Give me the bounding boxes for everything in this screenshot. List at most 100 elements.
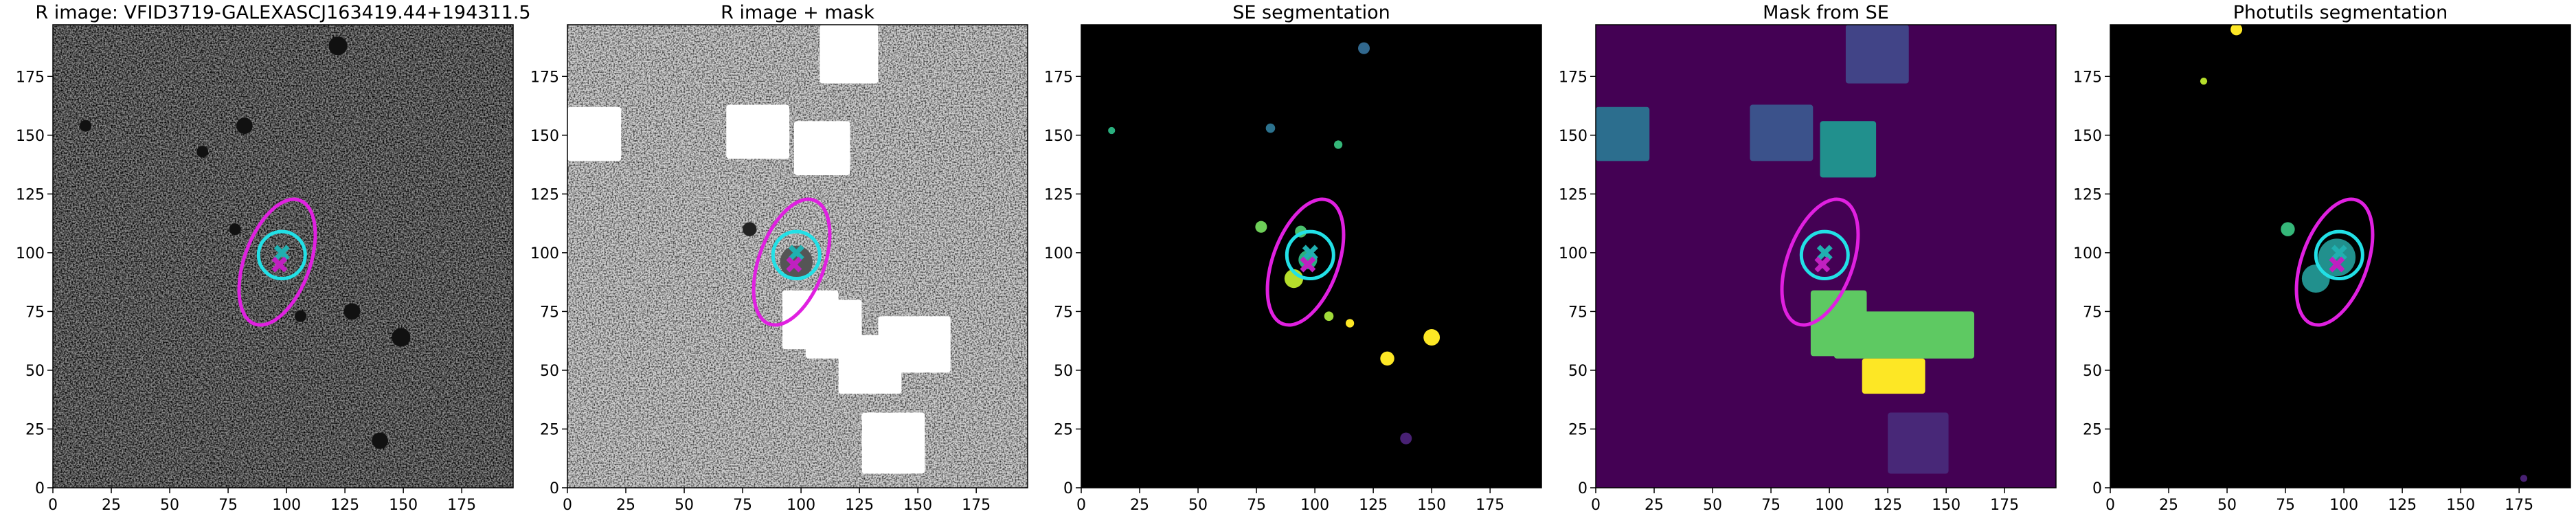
x-tick-label: 125 bbox=[2388, 497, 2417, 514]
center-marker bbox=[788, 245, 804, 261]
aperture-circle bbox=[256, 229, 307, 281]
y-tick-label: 25 bbox=[1054, 421, 1073, 438]
center-marker bbox=[2329, 256, 2345, 273]
image-area bbox=[2110, 25, 2571, 488]
mask-region bbox=[861, 412, 925, 474]
x-tick-label: 175 bbox=[1476, 497, 1504, 514]
y-tick-label: 0 bbox=[1578, 480, 1588, 497]
x-tick-label: 100 bbox=[787, 497, 815, 514]
source-blob bbox=[196, 146, 209, 158]
y-tick-label: 150 bbox=[2073, 128, 2102, 145]
source-blob bbox=[2230, 25, 2243, 36]
x-tick-label: 75 bbox=[218, 497, 238, 514]
x-tick-label: 25 bbox=[102, 497, 121, 514]
aperture-ellipse bbox=[2294, 197, 2375, 327]
y-tick-label: 125 bbox=[1044, 186, 1073, 203]
x-tick-label: 125 bbox=[330, 497, 359, 514]
y-tick-label: 175 bbox=[16, 69, 45, 86]
y-tick-label: 175 bbox=[1559, 69, 1588, 86]
x-tick-label: 125 bbox=[845, 497, 874, 514]
source-blob bbox=[2281, 222, 2295, 236]
image-area bbox=[53, 25, 513, 488]
x-tick-label: 75 bbox=[1247, 497, 1266, 514]
aperture-circle bbox=[1285, 229, 1335, 281]
x-tick-label: 50 bbox=[160, 497, 179, 514]
x-tick-label: 0 bbox=[2105, 497, 2115, 514]
image-area bbox=[1081, 25, 1541, 488]
y-tick-label: 50 bbox=[1568, 363, 1588, 380]
mask-region bbox=[726, 104, 790, 159]
center-marker bbox=[273, 245, 290, 261]
y-tick-label: 50 bbox=[540, 363, 559, 380]
source-blob bbox=[1345, 319, 1355, 328]
y-tick-label: 125 bbox=[530, 186, 559, 203]
panel-title: SE segmentation bbox=[1232, 2, 1390, 23]
source-blob bbox=[80, 120, 92, 132]
center-marker bbox=[786, 256, 802, 273]
x-tick-label: 25 bbox=[1130, 497, 1149, 514]
source-blob bbox=[1400, 432, 1412, 444]
x-tick-label: 0 bbox=[1076, 497, 1086, 514]
x-tick-label: 150 bbox=[1417, 497, 1446, 514]
mask-region bbox=[1862, 358, 1925, 394]
x-tick-label: 150 bbox=[903, 497, 932, 514]
center-marker bbox=[271, 256, 288, 273]
y-tick-label: 100 bbox=[16, 245, 45, 262]
aperture-circle bbox=[1799, 229, 1850, 281]
y-tick-label: 150 bbox=[16, 128, 45, 145]
source-blob bbox=[392, 328, 411, 347]
x-tick-label: 75 bbox=[1761, 497, 1781, 514]
x-tick-label: 125 bbox=[1359, 497, 1388, 514]
y-tick-label: 75 bbox=[2083, 304, 2102, 321]
x-tick-label: 175 bbox=[2505, 497, 2533, 514]
x-tick-label: 0 bbox=[1591, 497, 1601, 514]
panel: 0 25 50 75 100 125 150 175 0 25 50 75 100 125 150 175 Ma… bbox=[1559, 2, 2057, 514]
x-tick-label: 100 bbox=[1300, 497, 1329, 514]
y-tick-label: 150 bbox=[530, 128, 559, 145]
y-tick-label: 75 bbox=[25, 304, 45, 321]
y-tick-label: 150 bbox=[1044, 128, 1073, 145]
source-blob bbox=[343, 303, 361, 320]
center-marker bbox=[1300, 256, 1316, 273]
x-tick-label: 150 bbox=[389, 497, 418, 514]
source-blob bbox=[1324, 311, 1334, 322]
x-tick-label: 125 bbox=[1873, 497, 1902, 514]
source-blob bbox=[236, 117, 253, 135]
source-blob bbox=[1380, 351, 1394, 366]
source-blob bbox=[1265, 123, 1276, 133]
mask-region bbox=[1750, 104, 1814, 161]
y-tick-label: 150 bbox=[1559, 128, 1588, 145]
y-tick-label: 100 bbox=[530, 245, 559, 262]
panel: 0 25 50 75 100 125 150 175 0 25 50 75 100 125 150 175 SE… bbox=[1044, 2, 1542, 514]
source-blob bbox=[2520, 475, 2528, 482]
x-tick-label: 50 bbox=[1703, 497, 1722, 514]
center-marker bbox=[1302, 245, 1318, 261]
source-blob bbox=[1333, 140, 1343, 149]
x-tick-label: 50 bbox=[675, 497, 694, 514]
y-tick-label: 0 bbox=[550, 480, 559, 497]
y-tick-label: 125 bbox=[16, 186, 45, 203]
x-tick-label: 175 bbox=[1990, 497, 2019, 514]
x-tick-label: 100 bbox=[272, 497, 301, 514]
x-tick-label: 0 bbox=[563, 497, 572, 514]
y-tick-label: 0 bbox=[2092, 480, 2102, 497]
y-tick-label: 125 bbox=[2073, 186, 2102, 203]
aperture-ellipse bbox=[752, 197, 832, 327]
y-tick-label: 0 bbox=[35, 480, 45, 497]
y-tick-label: 25 bbox=[1568, 421, 1588, 438]
center-marker bbox=[2331, 245, 2347, 261]
center-marker bbox=[1816, 245, 1833, 261]
source-blob bbox=[229, 223, 241, 236]
y-tick-label: 175 bbox=[2073, 69, 2102, 86]
source-blob bbox=[743, 222, 757, 236]
panel-title: R image: VFID3719-GALEXASCJ163419.44+194… bbox=[35, 2, 530, 23]
x-tick-label: 75 bbox=[2276, 497, 2295, 514]
center-marker bbox=[1814, 256, 1831, 273]
source-blob bbox=[295, 310, 307, 322]
aperture-circle bbox=[771, 229, 822, 281]
y-tick-label: 175 bbox=[530, 69, 559, 86]
x-tick-label: 150 bbox=[2446, 497, 2475, 514]
y-tick-label: 50 bbox=[2083, 363, 2102, 380]
mask-region bbox=[793, 121, 850, 175]
panel: 0 25 50 75 100 125 150 175 0 25 50 75 100 125 150 175 R … bbox=[530, 2, 1028, 514]
